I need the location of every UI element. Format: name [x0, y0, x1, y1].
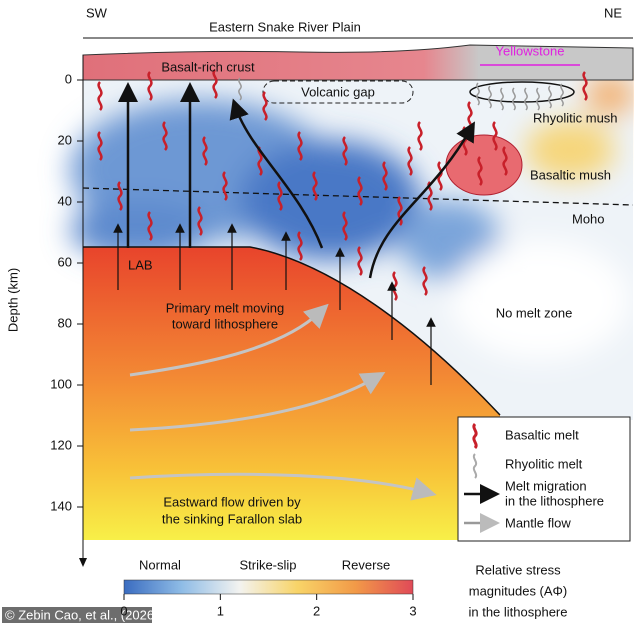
basaltic-melt — [162, 121, 168, 151]
flow-label: Eastward flow driven by — [163, 494, 301, 509]
basaltic-melt — [382, 161, 388, 191]
basaltic-melt — [257, 146, 263, 176]
basaltic-melt — [117, 181, 123, 211]
sw: SW — [86, 5, 108, 20]
rhyolitic-melt — [560, 83, 564, 107]
legend-label: Basaltic melt — [505, 427, 579, 442]
basaltic-melt — [202, 136, 208, 166]
primary-melt: Primary melt moving — [166, 300, 284, 315]
tick-label: 100 — [50, 376, 72, 391]
primary-melt: toward lithosphere — [172, 316, 278, 331]
rhyolitic-melt — [548, 85, 552, 109]
cbar-tick-label: 1 — [217, 603, 224, 618]
lab-label: LAB — [128, 257, 153, 272]
basaltic-melt — [277, 181, 283, 211]
basaltic-melt — [197, 206, 203, 236]
tick-label: 80 — [58, 315, 72, 330]
legend — [457, 416, 631, 542]
rhyolitic-melt — [536, 87, 540, 111]
basaltic-melt — [97, 81, 103, 111]
rhyolitic-melt — [476, 82, 480, 106]
basaltic-melt — [407, 146, 413, 176]
small-arrows — [113, 223, 436, 385]
tick-label: 140 — [50, 498, 72, 513]
rhyolitic-melt — [524, 87, 528, 111]
basaltic-melt — [262, 91, 268, 121]
basaltic-mush — [445, 134, 523, 196]
tick-label: 60 — [58, 254, 72, 269]
moho-label: Moho — [572, 211, 605, 226]
rhyolitic-melt — [238, 77, 242, 101]
basaltic-melt — [422, 266, 428, 296]
regime: Reverse — [342, 557, 390, 572]
basaltic-melt — [582, 71, 588, 101]
flow-label: the sinking Farallon slab — [162, 511, 302, 526]
basaltic-melt — [397, 196, 403, 226]
tick-label: 0 — [65, 71, 72, 86]
cbar-tick-label: 3 — [409, 603, 416, 618]
tick-label: 120 — [50, 437, 72, 452]
cbar-title: magnitudes (AΦ) — [469, 583, 568, 598]
gap-outline — [262, 80, 414, 104]
tick-label: 40 — [58, 193, 72, 208]
regime: Normal — [139, 557, 181, 572]
basaltic-melt — [147, 211, 153, 241]
legend-label: in the lithosphere — [505, 493, 604, 508]
crust-label: Basalt-rich crust — [161, 59, 255, 74]
basaltic-melt — [297, 131, 303, 161]
axis — [79, 55, 87, 567]
cbar-tick-label: 2 — [313, 603, 320, 618]
rhyolitic-mush — [469, 81, 575, 103]
basaltic-melt — [342, 211, 348, 241]
basaltic-label: Basaltic mush — [530, 167, 611, 182]
basaltic-melt — [212, 69, 218, 99]
credit-bg — [2, 607, 152, 623]
gap-label: Volcanic gap — [301, 84, 375, 99]
basaltic-melt — [312, 171, 318, 201]
basaltic-melt — [492, 121, 498, 151]
basaltic-melt — [477, 156, 483, 186]
lab-boundary — [83, 246, 501, 416]
hotspot: Yellowstone — [496, 43, 565, 58]
cbar-title: Relative stress — [475, 562, 561, 577]
basaltic-melt — [437, 161, 443, 191]
basaltic-melt — [97, 131, 103, 161]
basaltic-melt — [147, 71, 153, 101]
basaltic-melt — [342, 136, 348, 166]
rhyolitic-melt — [500, 87, 504, 111]
basaltic-melt — [502, 146, 508, 176]
colorbar — [123, 579, 414, 595]
tick-label: 20 — [58, 132, 72, 147]
axis-label: Depth (km) — [5, 268, 20, 332]
basaltic-melt — [417, 121, 423, 151]
crust-band — [82, 44, 634, 81]
ne: NE — [604, 5, 622, 20]
rhyolitic-melt — [512, 87, 516, 111]
cbar-title: in the lithosphere — [468, 604, 567, 619]
basaltic-melt — [357, 246, 363, 276]
no-melt: No melt zone — [496, 305, 573, 320]
melt-migration — [118, 82, 475, 279]
rhyolitic-melt — [488, 85, 492, 109]
mantle-flow — [129, 303, 437, 501]
basaltic-melt — [222, 171, 228, 201]
lithosphere — [70, 75, 634, 420]
legend-label: Mantle flow — [505, 515, 571, 530]
basaltic-melt — [297, 231, 303, 261]
legend-label: Melt migration — [505, 478, 587, 493]
rhyolitic-label: Rhyolitic mush — [533, 110, 618, 125]
legend-label: Rhyolitic melt — [505, 456, 583, 471]
basaltic-melt — [357, 176, 363, 206]
region: Eastern Snake River Plain — [209, 19, 361, 34]
cbar-tick-label: 0 — [120, 603, 127, 618]
regime: Strike-slip — [239, 557, 296, 572]
credit: © Zebin Cao, et al., (2026) — [5, 607, 158, 622]
